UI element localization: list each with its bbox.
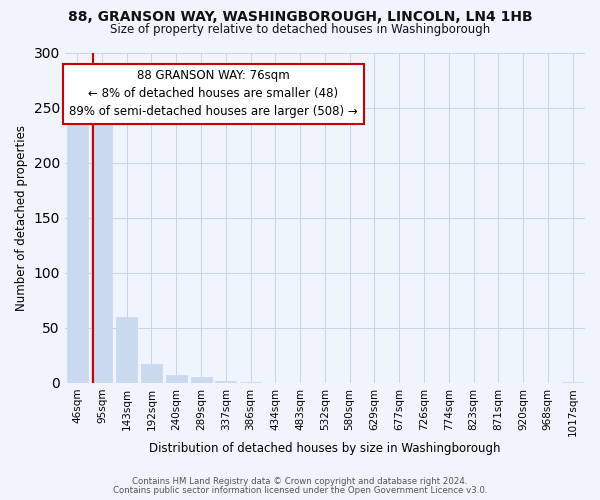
Bar [215,381,236,383]
Bar [240,382,261,383]
Text: Size of property relative to detached houses in Washingborough: Size of property relative to detached ho… [110,22,490,36]
Bar [116,317,137,383]
Bar [67,121,88,383]
Bar [141,364,162,383]
Text: Contains public sector information licensed under the Open Government Licence v3: Contains public sector information licen… [113,486,487,495]
Y-axis label: Number of detached properties: Number of detached properties [15,125,28,311]
Text: 88, GRANSON WAY, WASHINGBOROUGH, LINCOLN, LN4 1HB: 88, GRANSON WAY, WASHINGBOROUGH, LINCOLN… [68,10,532,24]
Bar [91,117,112,383]
Bar [191,378,212,383]
X-axis label: Distribution of detached houses by size in Washingborough: Distribution of detached houses by size … [149,442,500,455]
Text: 88 GRANSON WAY: 76sqm
← 8% of detached houses are smaller (48)
89% of semi-detac: 88 GRANSON WAY: 76sqm ← 8% of detached h… [69,70,358,118]
Bar [166,376,187,383]
Text: Contains HM Land Registry data © Crown copyright and database right 2024.: Contains HM Land Registry data © Crown c… [132,478,468,486]
Bar [562,382,583,383]
